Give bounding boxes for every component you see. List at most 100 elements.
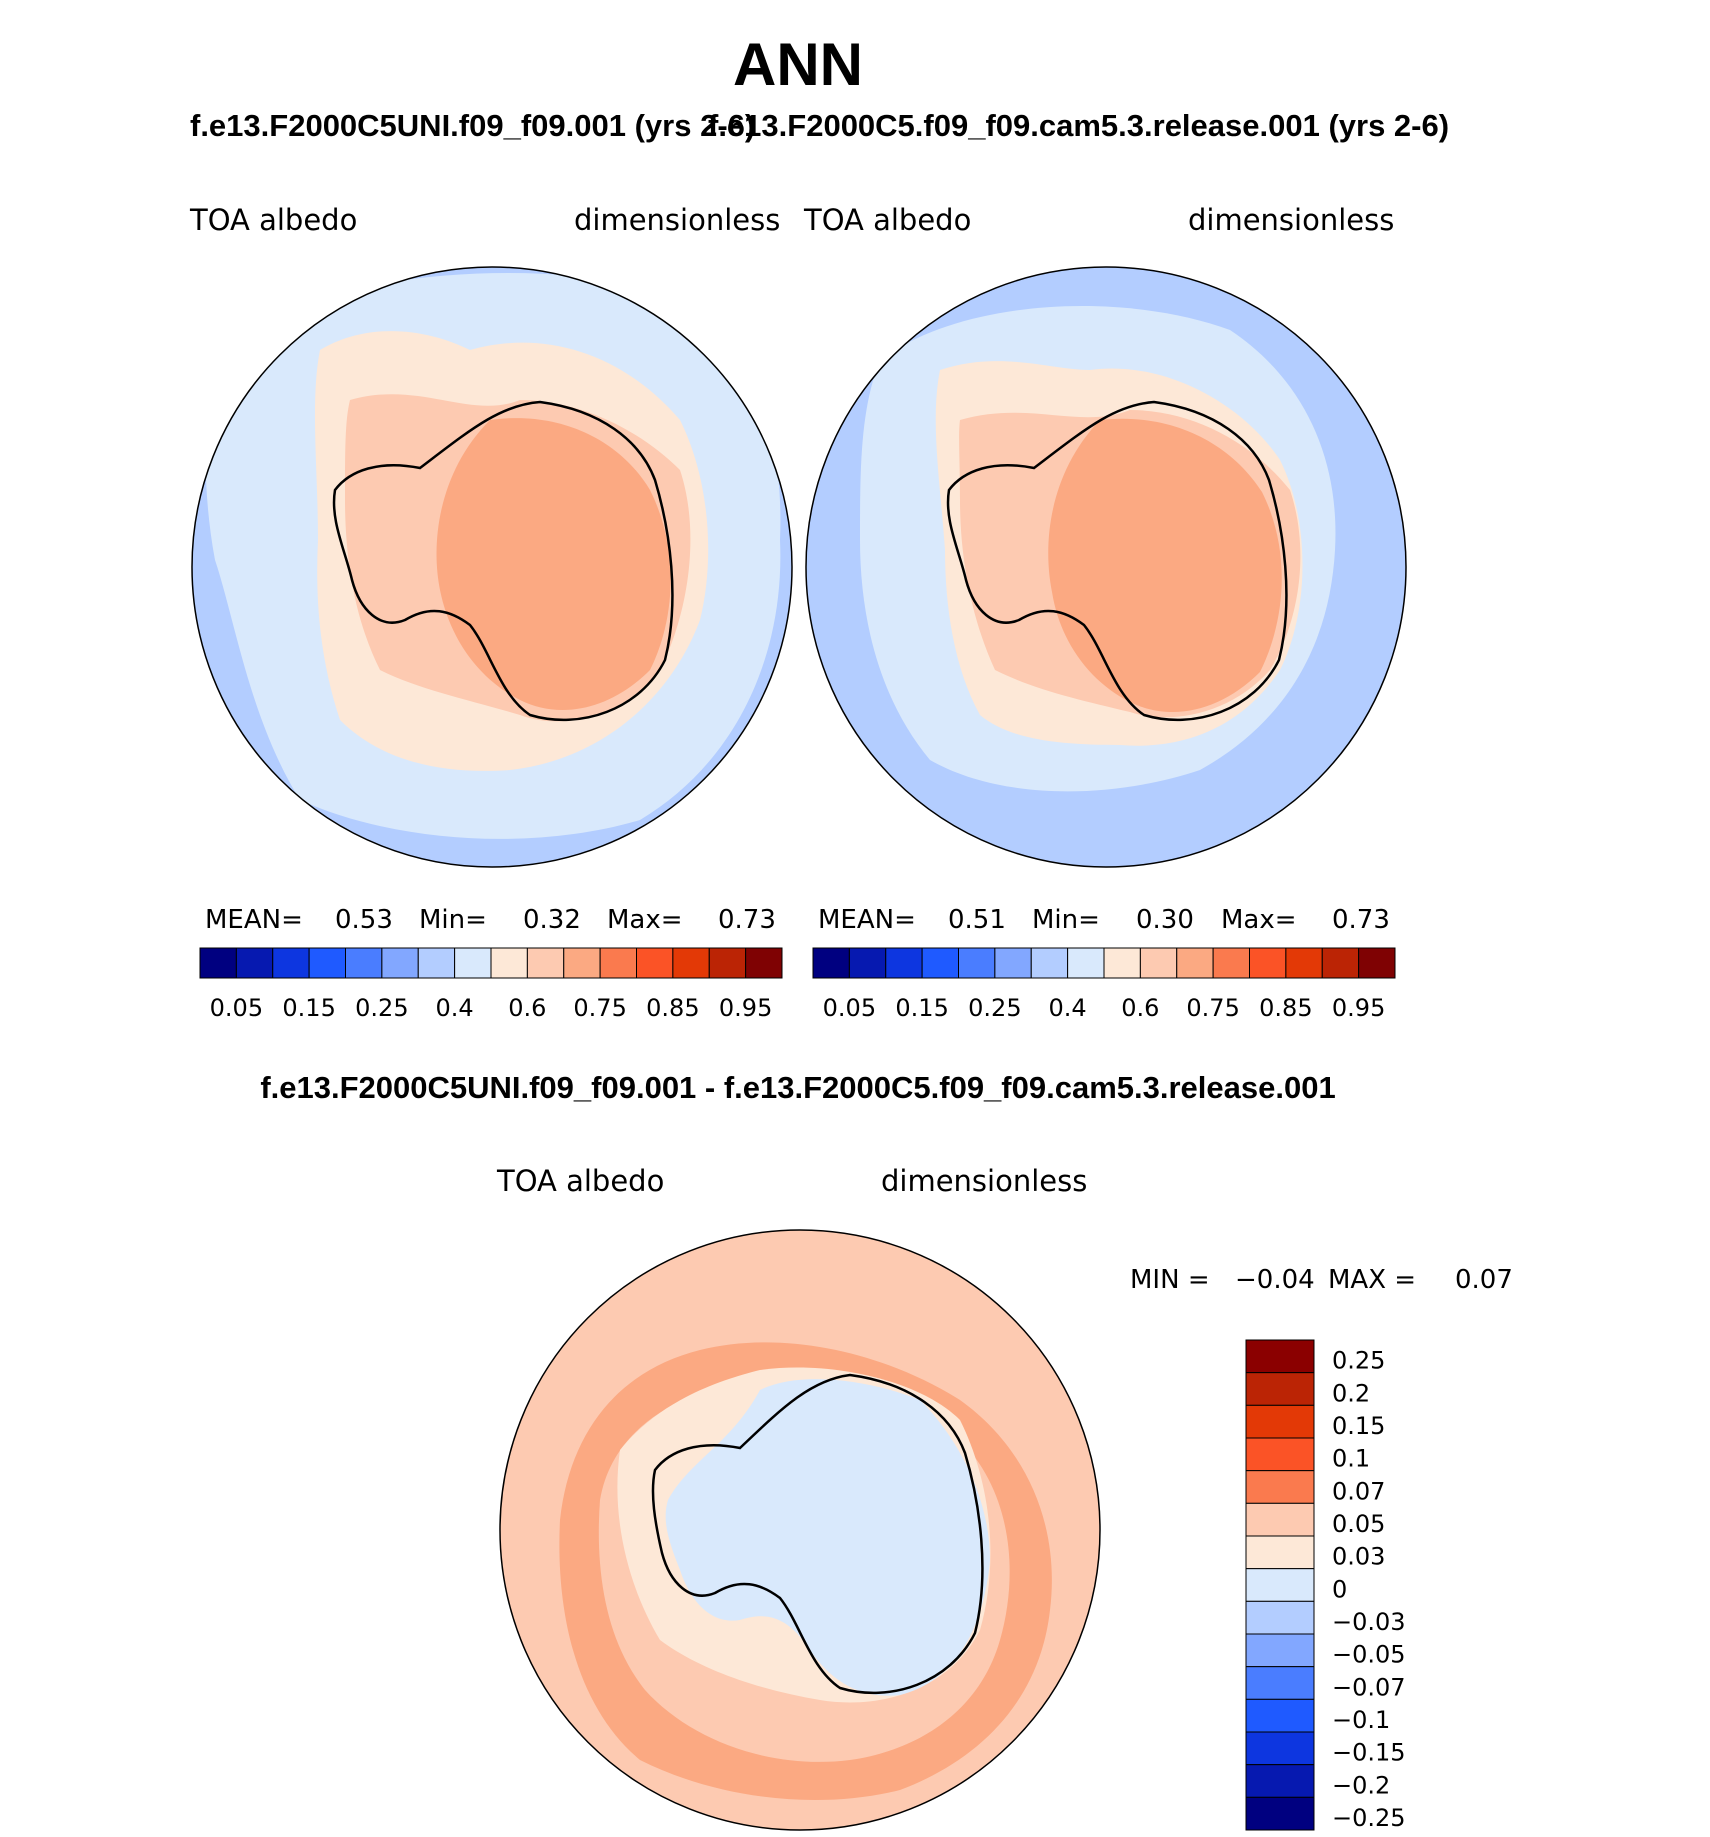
diff-colorbar-swatch-6 <box>1245 1535 1315 1570</box>
diff-colorbar: 0.25 0.2 0.15 0.1 0.07 0.05 0.03 0 −0.03 −0.05 −0.… <box>1245 1339 1406 1832</box>
panel-1-min-label: Min= <box>419 905 487 935</box>
panel-2-colorbar-swatch-6 <box>1030 947 1069 979</box>
page-title: ANN <box>733 31 863 98</box>
panel-2-colorbar-tick-label: 0.75 <box>1186 994 1239 1022</box>
panel-2-colorbar-swatch-10 <box>1176 947 1214 979</box>
panel-1-colorbar-tick-label: 0.05 <box>210 994 263 1022</box>
diff-colorbar-swatch-4 <box>1245 1470 1315 1504</box>
panel-1-continent-plateau <box>436 418 671 710</box>
panel-1-colorbar-tick-label: 0.6 <box>508 994 546 1022</box>
panel-1-colorbar-swatch-10 <box>563 947 601 979</box>
diff-max-value: 0.07 <box>1455 1265 1513 1295</box>
panel-2-colorbar-swatch-13 <box>1285 947 1323 979</box>
diff-colorbar-tick-label: 0 <box>1332 1575 1347 1603</box>
diff-colorbar-tick-label: −0.07 <box>1332 1673 1406 1701</box>
diff-colorbar-tick-label: −0.15 <box>1332 1739 1406 1767</box>
diff-colorbar-tick-label: 0.15 <box>1332 1412 1385 1440</box>
panel-2-colorbar-tick-label: 0.6 <box>1121 994 1159 1022</box>
diff-colorbar-tick-label: 0.25 <box>1332 1347 1385 1375</box>
diff-colorbar-tick-label: 0.07 <box>1332 1477 1385 1505</box>
panel-2-colorbar: 0.05 0.15 0.25 0.4 0.6 0.75 0.85 0.95 <box>812 947 1396 1022</box>
diff-title: f.e13.F2000C5UNI.f09_f09.001 - f.e13.F20… <box>260 1070 1336 1105</box>
panel-1-colorbar-tick-label: 0.15 <box>282 994 335 1022</box>
diff-min-label: MIN = <box>1130 1265 1210 1295</box>
diff-colorbar-tick-label: −0.2 <box>1332 1771 1390 1799</box>
panel-2-colorbar-swatch-3 <box>921 947 959 979</box>
panel-1-max-value: 0.73 <box>718 905 776 935</box>
diff-colorbar-swatch-10 <box>1245 1666 1315 1700</box>
diff-colorbar-swatch-11 <box>1245 1698 1315 1733</box>
diff-min-value: −0.04 <box>1235 1265 1315 1295</box>
panel-2-variable: TOA albedo <box>804 203 972 237</box>
panel-1-colorbar-swatch-12 <box>636 947 674 979</box>
panel-1-colorbar-swatch-13 <box>672 947 710 979</box>
panel-1-colorbar-swatch-6 <box>417 947 456 979</box>
panel-1-colorbar-swatch-14 <box>708 947 747 979</box>
panel-2-min-value: 0.30 <box>1136 905 1194 935</box>
panel-1-mean-value: 0.53 <box>335 905 393 935</box>
panel-1-title: f.e13.F2000C5UNI.f09_f09.001 (yrs 2-6) <box>190 108 756 143</box>
panel-2-colorbar-swatch-1 <box>848 947 887 979</box>
diff-colorbar-swatch-13 <box>1245 1764 1315 1798</box>
diff-colorbar-tick-label: −0.25 <box>1332 1804 1406 1832</box>
diff-colorbar-swatch-12 <box>1245 1731 1315 1766</box>
panel-1-colorbar-swatch-8 <box>490 947 528 979</box>
diff-colorbar-tick-label: −0.1 <box>1332 1706 1390 1734</box>
panel-1-max-label: Max= <box>607 905 683 935</box>
panel-2-map-border <box>805 266 1407 868</box>
diff-colorbar-tick-label: 0.1 <box>1332 1445 1370 1473</box>
panel-1-colorbar-tick-label: 0.4 <box>436 994 474 1022</box>
panel-2-colorbar-swatch-11 <box>1212 947 1250 979</box>
diff-max-label: MAX = <box>1328 1265 1417 1295</box>
panel-2-units: dimensionless <box>1188 203 1395 237</box>
panel-2-colorbar-swatch-0 <box>812 947 850 979</box>
panel-2-colorbar-tick-label: 0.15 <box>895 994 948 1022</box>
panel-2-title: f.e13.F2000C5.f09_f09.cam5.3.release.001… <box>708 108 1450 143</box>
panel-2-coastline <box>946 400 1288 722</box>
panel-2-colorbar-swatch-8 <box>1103 947 1141 979</box>
diff-colorbar-swatch-5 <box>1245 1502 1315 1537</box>
panel-2-colorbar-swatch-2 <box>885 947 923 979</box>
diff-colorbar-swatch-8 <box>1245 1600 1315 1635</box>
panel-1-colorbar-swatch-9 <box>526 947 565 979</box>
diff-colorbar-tick-label: −0.05 <box>1332 1641 1406 1669</box>
panel-2-colorbar-tick-label: 0.85 <box>1259 994 1312 1022</box>
panel-1-colorbar-swatch-4 <box>345 947 383 979</box>
panel-1-colorbar-swatch-0 <box>199 947 237 979</box>
diff-map-border <box>499 1229 1101 1831</box>
panel-1-colorbar-swatch-1 <box>235 947 274 979</box>
diff-map <box>500 1230 1100 1830</box>
panel-2-continent-plateau <box>1048 418 1282 712</box>
panel-2-colorbar-swatch-4 <box>958 947 996 979</box>
diff-colorbar-tick-label: −0.03 <box>1332 1608 1406 1636</box>
panel-1-colorbar-swatch-15 <box>745 947 783 979</box>
panel-2-colorbar-swatch-14 <box>1321 947 1360 979</box>
panel-1-colorbar: 0.05 0.15 0.25 0.4 0.6 0.75 0.85 0.95 <box>199 947 783 1022</box>
diff-colorbar-tick-label: 0.03 <box>1332 1543 1385 1571</box>
panel-1-colorbar-tick-label: 0.25 <box>355 994 408 1022</box>
panel-1-mean-label: MEAN= <box>205 905 303 935</box>
panel-1-variable: TOA albedo <box>190 203 358 237</box>
panel-2-colorbar-tick-label: 0.95 <box>1332 994 1385 1022</box>
panel-1-colorbar-swatch-3 <box>308 947 346 979</box>
diff-colorbar-tick-label: 0.2 <box>1332 1379 1370 1407</box>
panel-2-colorbar-swatch-5 <box>994 947 1032 979</box>
panel-2-mean-label: MEAN= <box>818 905 916 935</box>
panel-2-colorbar-swatch-15 <box>1358 947 1396 979</box>
panel-2-mean-value: 0.51 <box>948 905 1006 935</box>
panel-1-colorbar-tick-label: 0.95 <box>719 994 772 1022</box>
diff-coastline <box>651 1373 984 1695</box>
panel-2-colorbar-swatch-7 <box>1067 947 1105 979</box>
panel-2-min-label: Min= <box>1032 905 1100 935</box>
panel-1-map <box>192 267 792 867</box>
panel-1-colorbar-tick-label: 0.75 <box>573 994 626 1022</box>
panel-1-colorbar-swatch-11 <box>599 947 637 979</box>
panel-1-colorbar-swatch-5 <box>381 947 419 979</box>
panel-1-colorbar-swatch-2 <box>272 947 310 979</box>
panel-2-colorbar-tick-label: 0.25 <box>968 994 1021 1022</box>
diff-units: dimensionless <box>881 1164 1088 1198</box>
panel-2-max-label: Max= <box>1221 905 1297 935</box>
diff-colorbar-swatch-14 <box>1245 1796 1315 1831</box>
diff-continent-field <box>665 1379 990 1696</box>
